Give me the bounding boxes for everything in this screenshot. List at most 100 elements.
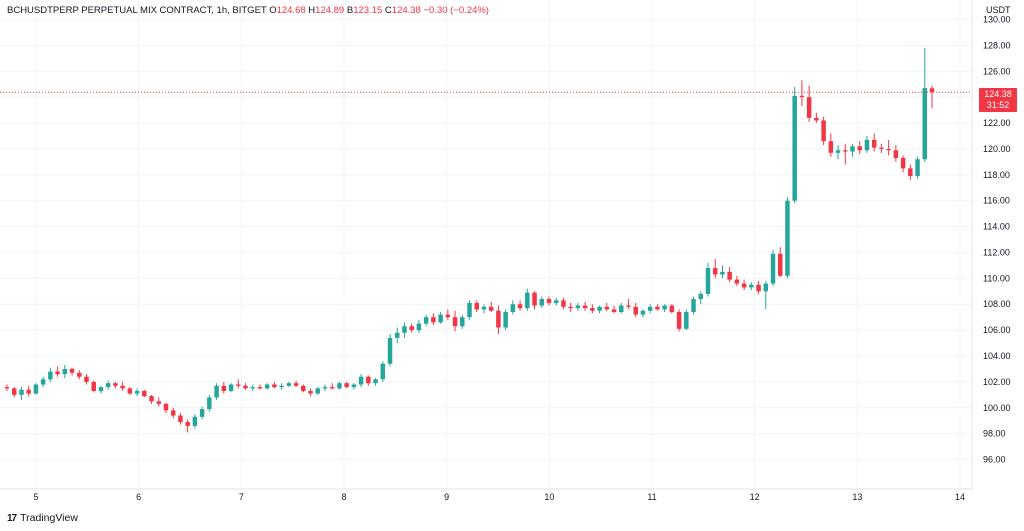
candle-body <box>763 283 769 292</box>
candle <box>705 262 711 297</box>
candle-body <box>207 397 212 410</box>
candle <box>445 309 451 320</box>
candle <box>409 323 414 333</box>
candle <box>597 305 602 314</box>
candle <box>178 412 183 425</box>
candle-body <box>727 271 732 280</box>
candle-body <box>828 141 834 153</box>
candle-body <box>358 376 364 385</box>
candle-body <box>344 383 349 388</box>
candle <box>908 164 913 180</box>
open-value: 124.68 <box>276 5 306 16</box>
candle <box>301 384 306 393</box>
candle-body <box>279 385 284 388</box>
candle-body <box>669 305 675 313</box>
candle <box>308 388 313 397</box>
candle <box>48 367 53 382</box>
candle <box>250 384 255 391</box>
candle <box>474 300 479 313</box>
candle <box>619 302 624 314</box>
candle-body <box>929 88 935 93</box>
candle-body <box>864 139 870 151</box>
change-value: −0.30 (−0.24%) <box>423 5 489 16</box>
candle <box>843 143 848 165</box>
candle <box>900 155 906 173</box>
candle <box>373 378 378 386</box>
candle <box>850 143 855 157</box>
candle-body <box>481 306 487 310</box>
candle-body <box>611 309 617 313</box>
candle-body <box>221 385 227 391</box>
candle <box>698 291 703 305</box>
candle <box>590 304 595 314</box>
candle-body <box>857 146 862 151</box>
candle <box>149 394 154 404</box>
candle-body <box>33 384 39 394</box>
candle-body <box>308 390 313 394</box>
price-tick-label: 108.00 <box>983 299 1011 309</box>
candle <box>366 375 371 386</box>
candle-body <box>286 383 292 386</box>
candle <box>806 85 812 122</box>
candle-body <box>185 422 190 426</box>
candle-body <box>655 306 660 310</box>
candle-body <box>149 396 154 402</box>
candle-body <box>893 150 899 158</box>
candle-body <box>749 284 754 288</box>
candle <box>662 304 667 313</box>
candle-body <box>684 312 689 329</box>
candle <box>423 314 429 327</box>
candle-body <box>908 168 913 177</box>
candle-body <box>142 390 147 397</box>
candle-body <box>257 387 263 389</box>
candle <box>503 309 508 331</box>
candle <box>329 383 335 390</box>
candle-body <box>236 384 241 386</box>
candle-body <box>84 376 89 382</box>
tradingview-logo-icon: 17 <box>7 512 17 524</box>
candle-body <box>575 305 581 309</box>
candle-body <box>525 292 530 309</box>
candle-body <box>163 403 169 411</box>
candle <box>532 291 537 310</box>
candle <box>163 402 169 413</box>
candle <box>669 304 675 314</box>
price-tick-label: 98.00 <box>983 429 1006 439</box>
symbol-title: BCHUSDTPERP PERPETUAL MIX CONTRACT, 1h, … <box>7 5 267 16</box>
candle-body <box>619 305 624 313</box>
candle-body <box>264 384 270 389</box>
symbol-header: BCHUSDTPERP PERPETUAL MIX CONTRACT, 1h, … <box>7 5 489 16</box>
candle <box>84 374 89 385</box>
candle <box>286 381 292 388</box>
candle <box>814 112 819 124</box>
candle <box>113 381 118 389</box>
candle-body <box>626 305 631 307</box>
candle <box>611 305 617 314</box>
candle <box>763 280 769 310</box>
candle-body <box>91 381 96 391</box>
candle-body <box>850 146 855 152</box>
candle-body <box>467 302 472 318</box>
candle-body <box>293 383 299 386</box>
close-value: 124.38 <box>391 5 421 16</box>
candle <box>720 265 725 279</box>
candle-body <box>597 306 602 311</box>
candle <box>799 80 805 107</box>
candle-body <box>315 388 320 394</box>
candle <box>575 302 581 311</box>
candle-body <box>517 304 523 309</box>
candle <box>525 288 530 311</box>
candle-body <box>720 271 725 275</box>
grid-lines <box>0 0 972 489</box>
tradingview-brand[interactable]: 17 TradingView <box>7 512 78 524</box>
candle <box>387 334 393 367</box>
open-label: O <box>269 5 277 16</box>
candle <box>655 304 660 311</box>
candle-body <box>199 409 205 417</box>
price-tick-label: 116.00 <box>983 196 1010 206</box>
candle <box>26 385 31 397</box>
low-label: B <box>346 5 354 16</box>
candle <box>11 387 17 398</box>
candle <box>929 85 935 109</box>
last-price-value: 124.38 <box>984 89 1012 99</box>
